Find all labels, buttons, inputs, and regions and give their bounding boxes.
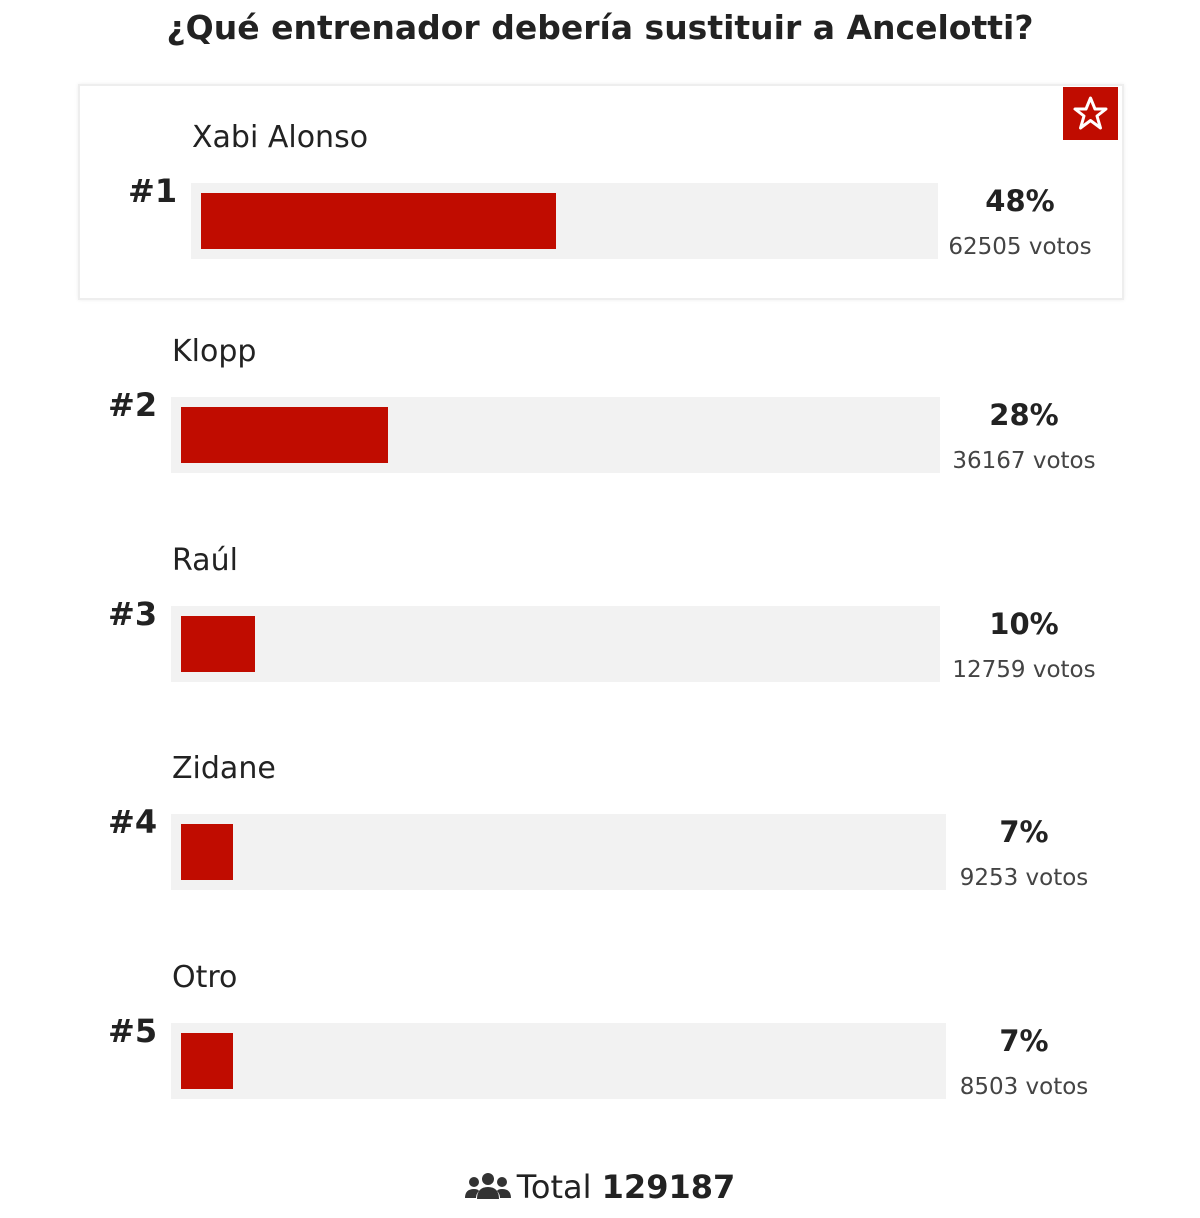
option-votes: 8503 votos [959, 1073, 1089, 1100]
option-rank: #3 [108, 594, 158, 633]
option-name: Xabi Alonso [192, 120, 369, 155]
option-name: Zidane [172, 751, 276, 786]
option-rank: #5 [108, 1011, 158, 1050]
option-votes: 9253 votos [959, 865, 1089, 891]
option-percent: 7% [999, 815, 1049, 849]
star-button[interactable] [1063, 87, 1118, 140]
total-value: 129187 [601, 1168, 736, 1206]
bar-track [171, 605, 940, 682]
option-percent: 10% [989, 606, 1059, 641]
option-percent: 48% [985, 184, 1055, 218]
bar-track [171, 814, 946, 890]
option-votes: 36167 votos [952, 448, 1096, 474]
option-name: Klopp [172, 334, 257, 369]
poll-title: ¿Qué entrenador debería sustituir a Ance… [166, 8, 1034, 47]
bar-track [191, 183, 938, 259]
total-label: Total [516, 1168, 592, 1206]
option-votes: 62505 votos [948, 234, 1092, 260]
option-rank: #4 [108, 803, 158, 841]
bar-track [171, 397, 940, 473]
winner-card [78, 84, 1124, 300]
bar [181, 615, 255, 672]
option-votes: 12759 votos [952, 656, 1096, 683]
bar [181, 1032, 233, 1089]
bar [181, 407, 389, 463]
option-percent: 28% [989, 398, 1059, 432]
option-percent: 7% [999, 1023, 1049, 1058]
star-icon [1073, 96, 1108, 130]
bar-track [171, 1022, 946, 1099]
total: Total 129187 [0, 1168, 1200, 1206]
option-name: Otro [172, 959, 238, 995]
option-rank: #1 [128, 172, 178, 210]
option-rank: #2 [108, 386, 158, 424]
bar [181, 824, 233, 880]
bar [201, 193, 557, 249]
option-name: Raúl [172, 542, 238, 578]
people-icon [464, 1173, 511, 1199]
